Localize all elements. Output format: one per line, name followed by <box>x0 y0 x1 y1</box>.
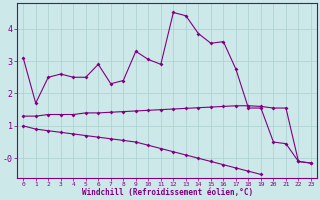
X-axis label: Windchill (Refroidissement éolien,°C): Windchill (Refroidissement éolien,°C) <box>82 188 253 197</box>
